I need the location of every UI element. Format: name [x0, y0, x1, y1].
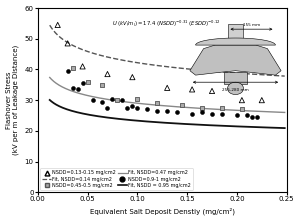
Point	[80, 65, 85, 68]
Point	[130, 105, 135, 108]
X-axis label: Equivalent Salt Deposit Denstiy (mg/cm²): Equivalent Salt Deposit Denstiy (mg/cm²)	[90, 208, 235, 215]
Point	[65, 42, 70, 45]
Point	[190, 88, 194, 91]
Text: $U\ (kV/m_l)=17.4\ (NSDD)^{-0.31}\ (ESDD)^{-0.12}$: $U\ (kV/m_l)=17.4\ (NSDD)^{-0.31}\ (ESDD…	[112, 19, 221, 29]
Point	[90, 98, 95, 102]
Point	[165, 86, 170, 90]
Point	[220, 106, 224, 110]
Point	[105, 106, 110, 110]
Point	[100, 83, 105, 87]
Point	[120, 98, 125, 102]
Point	[260, 98, 264, 102]
Point	[200, 106, 205, 110]
Point	[70, 66, 75, 70]
Point	[55, 23, 60, 27]
Point	[115, 98, 120, 102]
Point	[85, 80, 90, 84]
Point	[100, 100, 105, 103]
Point	[145, 108, 150, 111]
Point	[155, 109, 160, 113]
Point	[239, 98, 244, 102]
Legend: NSDD=0.13-0.15 mg/cm2, Fit, NSDD=0.14 mg/cm2, NSDD=0.45-0.5 mg/cm2, Fit, NSDD=0.: NSDD=0.13-0.15 mg/cm2, Fit, NSDD=0.14 mg…	[40, 168, 193, 190]
Polygon shape	[190, 45, 281, 75]
Point	[135, 97, 140, 100]
Point	[249, 115, 254, 119]
Point	[125, 106, 130, 110]
Point	[190, 112, 194, 116]
Text: 155 mm: 155 mm	[243, 23, 260, 27]
Polygon shape	[224, 72, 247, 84]
Point	[175, 111, 180, 114]
Point	[220, 112, 224, 116]
Point	[254, 115, 259, 119]
Point	[70, 86, 75, 90]
Point	[210, 89, 214, 93]
Point	[244, 114, 249, 117]
Point	[235, 114, 239, 117]
Point	[210, 112, 214, 116]
Polygon shape	[196, 38, 275, 45]
Point	[200, 111, 205, 114]
Y-axis label: Flashover Stress
(kV per m of Leakage Distance): Flashover Stress (kV per m of Leakage Di…	[6, 45, 19, 155]
Point	[130, 75, 135, 79]
Point	[135, 106, 140, 110]
Text: 255-280 mm: 255-280 mm	[222, 88, 249, 92]
Point	[80, 82, 85, 85]
Polygon shape	[227, 24, 244, 42]
Circle shape	[227, 82, 244, 95]
Point	[155, 101, 160, 105]
Point	[239, 108, 244, 111]
Point	[105, 72, 110, 76]
Point	[65, 69, 70, 73]
Point	[110, 97, 115, 100]
Point	[75, 88, 80, 91]
Point	[180, 103, 184, 107]
Point	[165, 109, 170, 113]
